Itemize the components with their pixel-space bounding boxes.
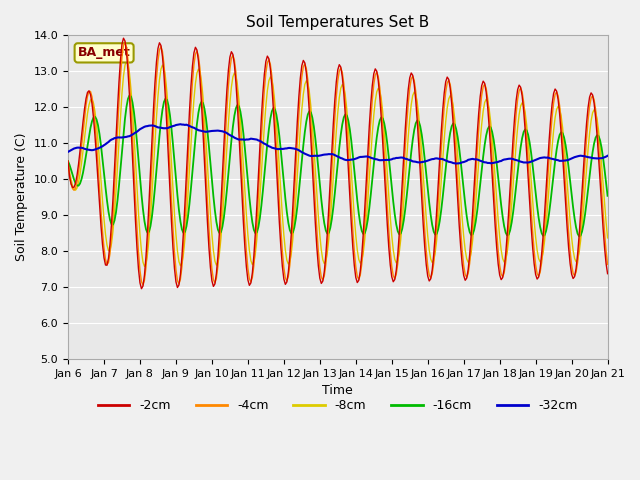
Title: Soil Temperatures Set B: Soil Temperatures Set B [246,15,429,30]
Legend: -2cm, -4cm, -8cm, -16cm, -32cm: -2cm, -4cm, -8cm, -16cm, -32cm [93,395,582,418]
Text: BA_met: BA_met [77,47,131,60]
X-axis label: Time: Time [323,384,353,397]
Y-axis label: Soil Temperature (C): Soil Temperature (C) [15,133,28,262]
